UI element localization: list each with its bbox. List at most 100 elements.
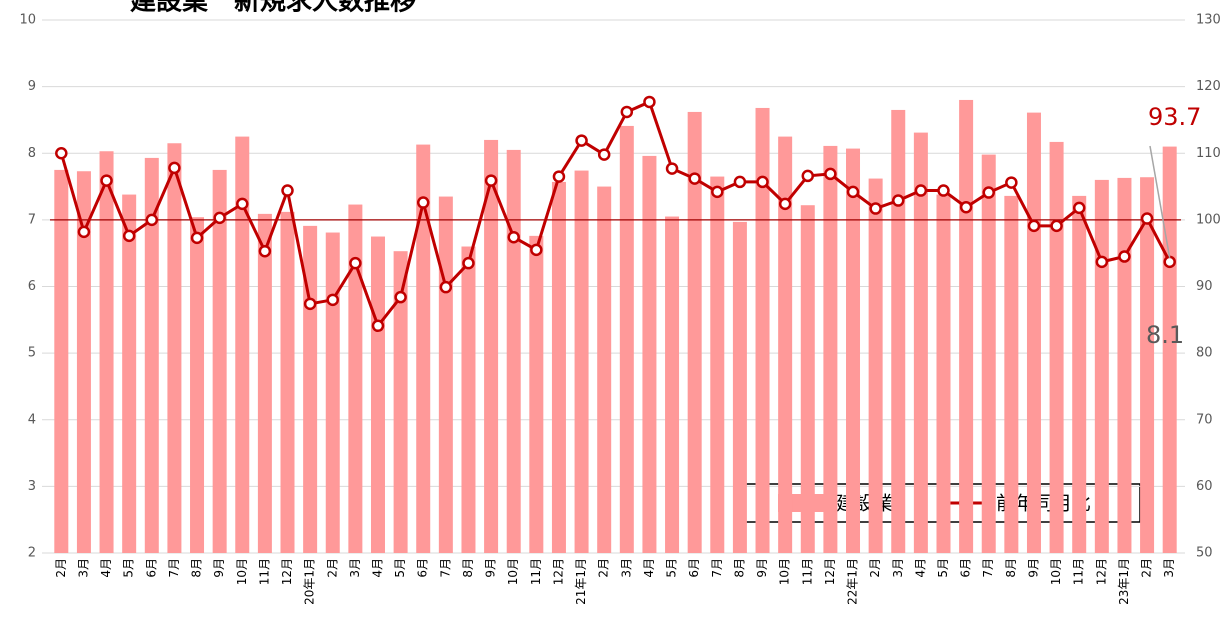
bar	[325, 232, 340, 553]
bar	[597, 186, 612, 553]
x-tick-label: 7月	[167, 558, 181, 578]
point	[416, 196, 430, 209]
x-tick-label: 3月	[1162, 558, 1176, 578]
point	[145, 213, 159, 227]
bar	[1049, 141, 1064, 553]
x-tick-label: 11月	[257, 558, 271, 585]
y-tick-label: 7	[28, 212, 36, 227]
bar	[484, 139, 499, 554]
point	[1118, 250, 1131, 263]
y-tick-label: 8	[28, 146, 36, 161]
x-tick-label: 2月	[54, 558, 68, 578]
bar	[212, 169, 227, 553]
point	[597, 148, 611, 161]
point	[1005, 176, 1018, 189]
bar	[370, 236, 385, 553]
x-tick-label: 8月	[190, 558, 204, 578]
x-tick-label: 23年1月	[1117, 558, 1131, 605]
bar	[257, 213, 272, 553]
bar	[755, 107, 770, 553]
x-tick-label: 8月	[1004, 558, 1018, 578]
point	[439, 280, 453, 294]
bar	[710, 176, 725, 553]
x-tick-label: 2月	[868, 558, 882, 578]
point	[530, 243, 543, 257]
point	[982, 186, 995, 199]
y2-tick-label: 110	[1196, 146, 1221, 161]
annotation: 8.1	[1146, 321, 1184, 349]
x-tick-label: 10月	[778, 558, 792, 585]
x-tick-label: 21年1月	[574, 558, 588, 605]
bar	[461, 246, 476, 553]
x-tick-label: 4月	[370, 558, 384, 578]
y2-tick-label: 70	[1196, 412, 1213, 427]
legend-label: 建設業	[836, 493, 893, 515]
bar	[1094, 179, 1109, 553]
point	[756, 175, 769, 189]
bar	[280, 211, 295, 553]
bar	[846, 148, 861, 553]
x-tick-label: 12月	[551, 558, 565, 585]
x-tick-label: 11月	[1072, 558, 1086, 585]
bar	[642, 155, 657, 554]
bar	[348, 204, 363, 553]
bar	[687, 111, 702, 553]
y2-tick-label: 130	[1196, 13, 1221, 28]
x-tick-label: 10月	[506, 558, 520, 585]
bar	[1162, 146, 1177, 553]
point	[620, 105, 634, 119]
point	[846, 185, 860, 199]
x-tick-label: 2月	[1140, 558, 1154, 578]
point	[733, 175, 747, 189]
point	[688, 172, 701, 185]
bar	[665, 216, 680, 553]
point	[77, 225, 91, 239]
point	[1095, 255, 1109, 269]
x-tick-label: 20年1月	[303, 558, 317, 605]
x-tick-label: 5月	[393, 558, 407, 578]
point	[303, 297, 317, 311]
legend-label: 前年同月比	[996, 493, 1091, 515]
x-tick-label: 9月	[212, 558, 226, 578]
point	[552, 170, 566, 183]
bar	[1026, 112, 1041, 553]
y-tick-label: 2	[28, 546, 36, 561]
x-tick-label: 6月	[687, 558, 701, 578]
x-tick-label: 6月	[144, 558, 158, 578]
chart-title: 建設業 新規求人数推移	[130, 0, 416, 17]
x-tick-label: 3月	[76, 558, 90, 578]
x-tick-label: 4月	[642, 558, 656, 578]
point	[1140, 212, 1154, 225]
bar	[438, 196, 453, 553]
point	[326, 293, 339, 307]
x-tick-label: 6月	[416, 558, 430, 578]
point	[824, 167, 837, 181]
y2-tick-label: 120	[1196, 79, 1221, 94]
point	[484, 174, 498, 187]
x-tick-label: 4月	[99, 558, 113, 578]
x-tick-label: 12月	[1094, 558, 1108, 585]
bar	[1072, 195, 1087, 553]
x-tick-label: 7月	[981, 558, 995, 578]
bar	[54, 169, 69, 553]
x-tick-label: 7月	[438, 558, 452, 578]
x-tick-label: 7月	[710, 558, 724, 578]
bar	[167, 143, 182, 553]
bar	[99, 151, 114, 553]
y-tick-label: 3	[28, 479, 36, 494]
point	[711, 185, 724, 199]
point	[122, 229, 136, 243]
y2-tick-label: 50	[1196, 546, 1213, 561]
x-tick-label: 6月	[959, 558, 973, 578]
y-tick-label: 6	[28, 279, 36, 294]
bar	[506, 149, 521, 553]
x-tick-label: 11月	[529, 558, 543, 585]
y2-tick-label: 100	[1196, 212, 1221, 227]
point	[349, 256, 362, 270]
point	[462, 256, 475, 270]
x-tick-label: 22年1月	[846, 558, 860, 605]
bar	[1117, 177, 1132, 553]
point	[1050, 219, 1063, 233]
point	[190, 231, 204, 245]
y2-tick-label: 60	[1196, 479, 1213, 494]
